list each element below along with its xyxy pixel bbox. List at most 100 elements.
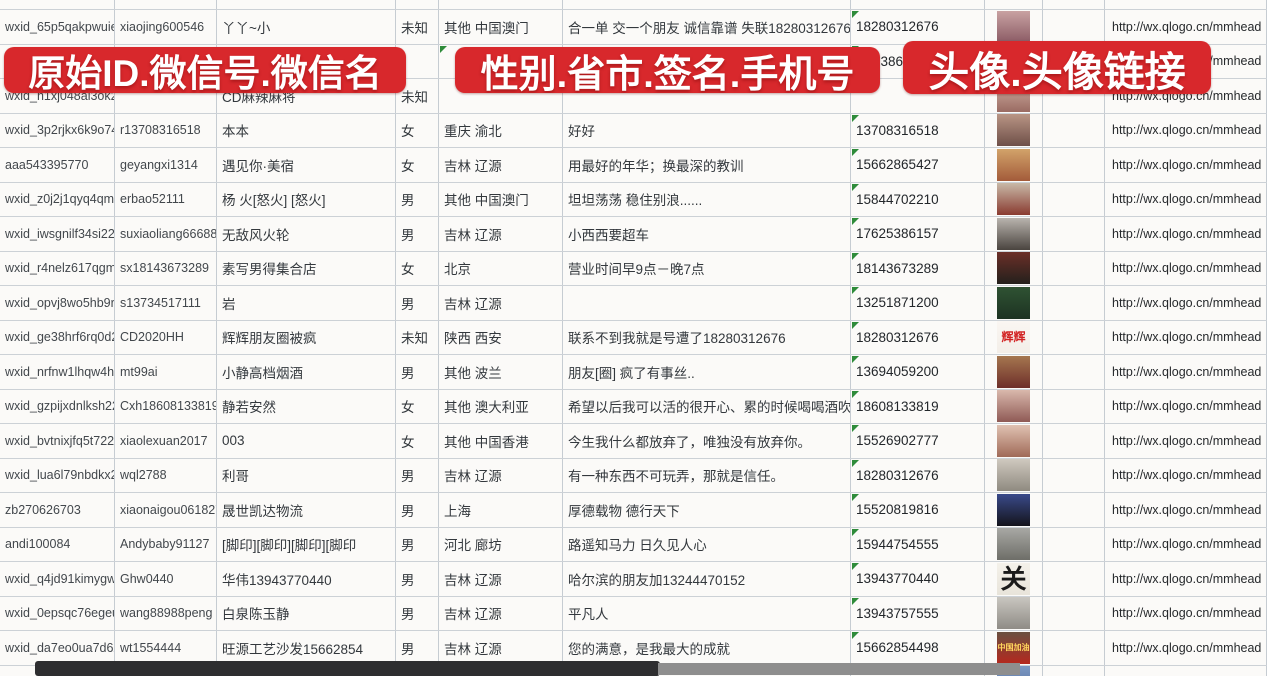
cell-original-id[interactable]: wxid_r4nelz617qgm12 bbox=[0, 251, 115, 285]
cell-empty-spacer[interactable] bbox=[1043, 596, 1105, 630]
cell-gender[interactable]: 未知 bbox=[396, 10, 439, 44]
cell-empty-spacer[interactable] bbox=[1043, 355, 1105, 389]
cell-gender[interactable]: 女 bbox=[396, 251, 439, 285]
cell-phone[interactable]: 15662854498 bbox=[851, 631, 985, 665]
cell-wechat-name[interactable]: 无敌风火轮 bbox=[217, 217, 396, 251]
cell-wechat-id[interactable]: wt1554444 bbox=[115, 631, 217, 665]
cell-signature[interactable] bbox=[563, 79, 851, 113]
horizontal-scrollbar-thumb[interactable] bbox=[35, 661, 660, 676]
cell-region[interactable]: 吉林 辽源 bbox=[439, 631, 563, 665]
cell-avatar[interactable] bbox=[985, 355, 1043, 389]
cell-region[interactable]: 其他 波兰 bbox=[439, 355, 563, 389]
cell-signature[interactable]: 您的满意，是我最大的成就 bbox=[563, 631, 851, 665]
cell-gender[interactable]: 男 bbox=[396, 562, 439, 596]
cell-empty-spacer[interactable] bbox=[1043, 0, 1105, 9]
cell-avatar-link[interactable]: http://wx.qlogo.cn/mmhead bbox=[1105, 217, 1267, 251]
cell-original-id[interactable]: wxid_3p2rjkx6k9o741 bbox=[0, 113, 115, 147]
cell-phone[interactable]: 13943770440 bbox=[851, 562, 985, 596]
cell-avatar-link[interactable]: http://wx.qlogo.cn/mmhead bbox=[1105, 424, 1267, 458]
cell-signature[interactable]: 坦坦荡荡 稳住别浪...... bbox=[563, 182, 851, 216]
cell-avatar-link[interactable]: http://wx.qlogo.cn/mmhead bbox=[1105, 596, 1267, 630]
cell-avatar[interactable] bbox=[985, 527, 1043, 561]
cell-phone[interactable]: 18143673289 bbox=[851, 251, 985, 285]
cell-wechat-name[interactable]: 003 bbox=[217, 424, 396, 458]
cell-original-id[interactable]: wxid_nrfnw1lhqw4h22 bbox=[0, 355, 115, 389]
cell-gender[interactable]: 男 bbox=[396, 458, 439, 492]
cell-region[interactable]: 河北 廊坊 bbox=[439, 527, 563, 561]
cell-signature[interactable]: 合一单 交一个朋友 诚信靠谱 失联18280312676 bbox=[563, 10, 851, 44]
cell-region[interactable]: 其他 中国澳门 bbox=[439, 10, 563, 44]
cell-signature[interactable]: 希望以后我可以活的很开心、累的时候喝喝酒吹吹[ bbox=[563, 389, 851, 423]
cell-wechat-id[interactable]: xiaonaigou061827 bbox=[115, 493, 217, 527]
cell-empty-spacer[interactable] bbox=[1043, 562, 1105, 596]
cell-wechat-name[interactable]: 静若安然 bbox=[217, 389, 396, 423]
cell-phone[interactable]: 13943757555 bbox=[851, 596, 985, 630]
cell-avatar-link[interactable]: http://wx.qlogo.cn/mmhead bbox=[1105, 286, 1267, 320]
cell-original-id[interactable]: wxid_ge38hrf6rq0d22 bbox=[0, 320, 115, 354]
cell-region[interactable]: 吉林 辽源 bbox=[439, 148, 563, 182]
horizontal-scrollbar-track[interactable] bbox=[658, 663, 1020, 675]
cell-wechat-id[interactable]: r13708316518 bbox=[115, 113, 217, 147]
cell-avatar[interactable] bbox=[985, 596, 1043, 630]
cell-avatar[interactable] bbox=[985, 0, 1043, 9]
cell-empty-spacer[interactable] bbox=[1043, 458, 1105, 492]
cell-avatar[interactable] bbox=[985, 458, 1043, 492]
cell-wechat-name[interactable]: 丫丫~小 bbox=[217, 10, 396, 44]
cell-phone[interactable] bbox=[851, 0, 985, 9]
cell-empty-spacer[interactable] bbox=[1043, 389, 1105, 423]
cell-phone[interactable]: 15944754555 bbox=[851, 527, 985, 561]
cell-wechat-name[interactable] bbox=[217, 0, 396, 9]
cell-avatar[interactable] bbox=[985, 251, 1043, 285]
cell-region[interactable]: 上海 bbox=[439, 493, 563, 527]
cell-avatar-link[interactable]: http://wx.qlogo.cn/mmhead bbox=[1105, 493, 1267, 527]
cell-signature[interactable]: 平凡人 bbox=[563, 596, 851, 630]
cell-phone[interactable]: 13694059200 bbox=[851, 355, 985, 389]
cell-wechat-id[interactable]: xiaolexuan2017 bbox=[115, 424, 217, 458]
cell-wechat-id[interactable]: erbao52111 bbox=[115, 182, 217, 216]
cell-original-id[interactable]: wxid_z0j2j1qyq4qm22 bbox=[0, 182, 115, 216]
cell-avatar-link[interactable] bbox=[1105, 0, 1267, 9]
cell-original-id[interactable]: wxid_gzpijxdnlksh22 bbox=[0, 389, 115, 423]
cell-empty-spacer[interactable] bbox=[1043, 251, 1105, 285]
cell-avatar-link[interactable]: http://wx.qlogo.cn/mmhead bbox=[1105, 182, 1267, 216]
cell-region[interactable] bbox=[439, 0, 563, 9]
cell-wechat-id[interactable]: s13734517111 bbox=[115, 286, 217, 320]
cell-avatar[interactable] bbox=[985, 389, 1043, 423]
cell-phone[interactable]: 18280312676 bbox=[851, 10, 985, 44]
cell-wechat-name[interactable]: 利哥 bbox=[217, 458, 396, 492]
cell-gender[interactable]: 未知 bbox=[396, 79, 439, 113]
cell-avatar[interactable] bbox=[985, 10, 1043, 44]
cell-phone[interactable] bbox=[851, 79, 985, 113]
cell-signature[interactable]: 今生我什么都放弃了，唯独没有放弃你。 bbox=[563, 424, 851, 458]
cell-empty-spacer[interactable] bbox=[1043, 527, 1105, 561]
cell-avatar-link[interactable]: http://wx.qlogo.cn/mmhead bbox=[1105, 148, 1267, 182]
cell-region[interactable]: 其他 中国澳门 bbox=[439, 182, 563, 216]
cell-phone[interactable]: 18608133819 bbox=[851, 389, 985, 423]
cell-original-id[interactable]: wxid_0epsqc76egeu22 bbox=[0, 596, 115, 630]
cell-avatar-link[interactable]: http://wx.qlogo.cn/mmhead bbox=[1105, 389, 1267, 423]
cell-empty-spacer[interactable] bbox=[1043, 79, 1105, 113]
cell-avatar[interactable]: 中国加油 bbox=[985, 631, 1043, 665]
cell-phone[interactable]: 13251871200 bbox=[851, 286, 985, 320]
cell-empty-spacer[interactable] bbox=[1043, 286, 1105, 320]
cell-empty-spacer[interactable] bbox=[1043, 113, 1105, 147]
cell-signature[interactable]: 联系不到我就是号遭了18280312676 bbox=[563, 320, 851, 354]
cell-phone[interactable]: 15662865427 bbox=[851, 148, 985, 182]
cell-wechat-id[interactable]: CD2020HH bbox=[115, 320, 217, 354]
cell-signature[interactable]: 有一种东西不可玩弄，那就是信任。 bbox=[563, 458, 851, 492]
cell-original-id[interactable] bbox=[0, 0, 115, 9]
cell-avatar[interactable] bbox=[985, 493, 1043, 527]
cell-wechat-name[interactable]: 晟世凯达物流 bbox=[217, 493, 396, 527]
cell-region[interactable] bbox=[439, 79, 563, 113]
cell-avatar[interactable]: 辉辉 bbox=[985, 320, 1043, 354]
cell-avatar-link[interactable]: http://wx.qlogo.cn/mmhead bbox=[1105, 562, 1267, 596]
cell-original-id[interactable]: aaa543395770 bbox=[0, 148, 115, 182]
cell-phone[interactable]: 17625386157 bbox=[851, 217, 985, 251]
cell-signature[interactable] bbox=[563, 286, 851, 320]
cell-avatar-link[interactable] bbox=[1105, 665, 1267, 676]
cell-signature[interactable]: 好好 bbox=[563, 113, 851, 147]
cell-region[interactable]: 其他 澳大利亚 bbox=[439, 389, 563, 423]
cell-empty-spacer[interactable] bbox=[1043, 424, 1105, 458]
cell-wechat-id[interactable]: Andybaby91127 bbox=[115, 527, 217, 561]
cell-wechat-name[interactable]: 杨 火[怒火] [怒火] bbox=[217, 182, 396, 216]
